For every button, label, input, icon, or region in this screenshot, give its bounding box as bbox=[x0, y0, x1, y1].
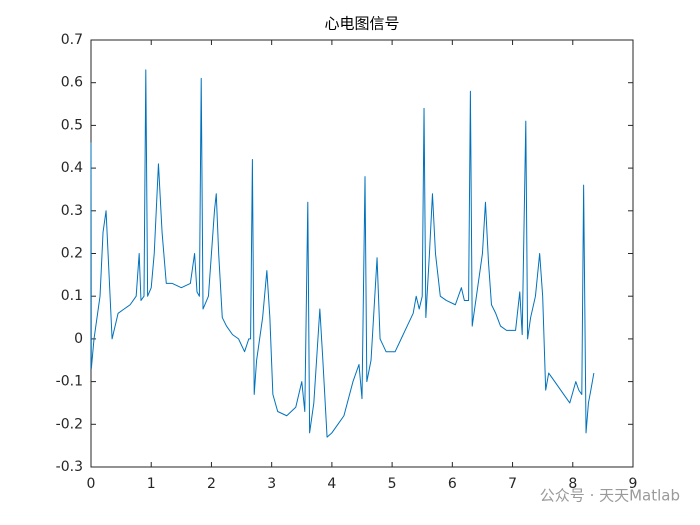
x-tick-label: 5 bbox=[388, 476, 397, 492]
y-tick-label: 0.5 bbox=[61, 117, 83, 133]
y-tick-label: 0.2 bbox=[61, 246, 83, 262]
signal-line bbox=[90, 69, 595, 438]
y-tick-label: -0.2 bbox=[56, 416, 83, 432]
y-tick-label: 0.3 bbox=[61, 203, 83, 219]
x-tick-label: 6 bbox=[448, 476, 457, 492]
watermark: 公众号 · 天天Matlab bbox=[540, 487, 680, 505]
x-tick-label: 2 bbox=[207, 476, 216, 492]
x-tick-label: 9 bbox=[629, 476, 638, 492]
y-tick-label: 0.7 bbox=[61, 32, 83, 48]
x-tick-label: 0 bbox=[87, 476, 96, 492]
x-tick-label: 1 bbox=[147, 476, 156, 492]
y-tick-label: 0.1 bbox=[61, 288, 83, 304]
y-tick-label: 0.6 bbox=[61, 75, 83, 91]
x-tick-label: 8 bbox=[568, 476, 577, 492]
x-tick-label: 4 bbox=[327, 476, 336, 492]
y-tick-label: -0.3 bbox=[56, 459, 83, 475]
x-tick-label: 3 bbox=[267, 476, 276, 492]
chart-title: 心电图信号 bbox=[324, 15, 399, 33]
x-tick-label: 7 bbox=[508, 476, 517, 492]
plot-area bbox=[90, 39, 634, 468]
y-tick-label: 0.4 bbox=[61, 160, 83, 176]
y-tick-label: -0.1 bbox=[56, 374, 83, 390]
y-tick-label: 0 bbox=[74, 331, 83, 347]
